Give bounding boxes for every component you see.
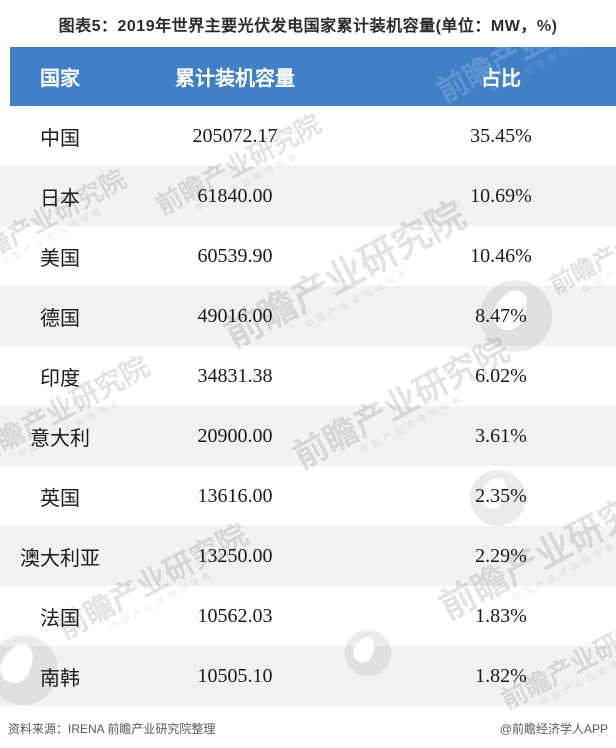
table-row: 德国 49016.00 8.47%	[0, 286, 616, 346]
header-capacity: 累计装机容量	[175, 68, 295, 90]
cell-country: 英国	[40, 487, 80, 510]
cell-capacity: 10505.10	[197, 664, 273, 687]
cell-share: 3.61%	[475, 424, 527, 447]
cell-capacity: 61840.00	[197, 184, 273, 207]
table-row: 中国 205072.17 35.45%	[0, 106, 616, 166]
table-row: 美国 60539.90 10.46%	[0, 226, 616, 286]
cell-share: 2.29%	[475, 544, 527, 567]
cell-share: 8.47%	[475, 304, 527, 327]
cell-share: 1.82%	[475, 664, 527, 687]
cell-capacity: 60539.90	[197, 244, 273, 267]
footer: 资料来源：IRENA 前瞻产业研究院整理 @前瞻经济学人APP	[0, 720, 616, 737]
table-row: 英国 13616.00 2.35%	[0, 466, 616, 526]
cell-country: 日本	[40, 187, 80, 210]
cell-capacity: 34831.38	[197, 364, 273, 387]
cell-country: 德国	[40, 307, 80, 330]
cell-capacity: 13250.00	[197, 544, 273, 567]
cell-share: 2.35%	[475, 484, 527, 507]
table-body: 中国 205072.17 35.45% 日本 61840.00 10.69% 美…	[0, 106, 616, 706]
cell-country: 中国	[40, 127, 80, 150]
table-row: 南韩 10505.10 1.82%	[0, 646, 616, 706]
table-row: 印度 34831.38 6.02%	[0, 346, 616, 406]
cell-capacity: 49016.00	[197, 304, 273, 327]
source-note: 资料来源：IRENA 前瞻产业研究院整理	[8, 722, 216, 736]
table-row: 法国 10562.03 1.83%	[0, 586, 616, 646]
cell-country: 澳大利亚	[20, 547, 100, 570]
cell-country: 法国	[40, 607, 80, 630]
cell-capacity: 13616.00	[197, 484, 273, 507]
credit-note: @前瞻经济学人APP	[499, 722, 608, 736]
cell-share: 10.69%	[470, 184, 532, 207]
cell-country: 美国	[40, 247, 80, 270]
cell-share: 1.83%	[475, 604, 527, 627]
cell-capacity: 10562.03	[197, 604, 273, 627]
table-header-row: 国家 累计装机容量 占比	[0, 47, 616, 106]
cell-country: 印度	[40, 367, 80, 390]
cell-share: 10.46%	[470, 244, 532, 267]
cell-country: 意大利	[30, 427, 90, 450]
figure-title: 图表5：2019年世界主要光伏发电国家累计装机容量(单位：MW，%)	[58, 18, 558, 35]
capacity-table: 国家 累计装机容量 占比 中国 205072.17 35.45% 日本 6184…	[0, 47, 616, 706]
table-header-background	[10, 47, 616, 106]
cell-capacity: 205072.17	[192, 124, 278, 147]
table-row: 意大利 20900.00 3.61%	[0, 406, 616, 466]
cell-country: 南韩	[40, 667, 80, 690]
table-row: 日本 61840.00 10.69%	[0, 166, 616, 226]
header-share: 占比	[481, 68, 521, 90]
cell-capacity: 20900.00	[197, 424, 273, 447]
cell-share: 35.45%	[470, 124, 532, 147]
cell-share: 6.02%	[475, 364, 527, 387]
header-country: 国家	[40, 68, 80, 90]
table-row: 澳大利亚 13250.00 2.29%	[0, 526, 616, 586]
